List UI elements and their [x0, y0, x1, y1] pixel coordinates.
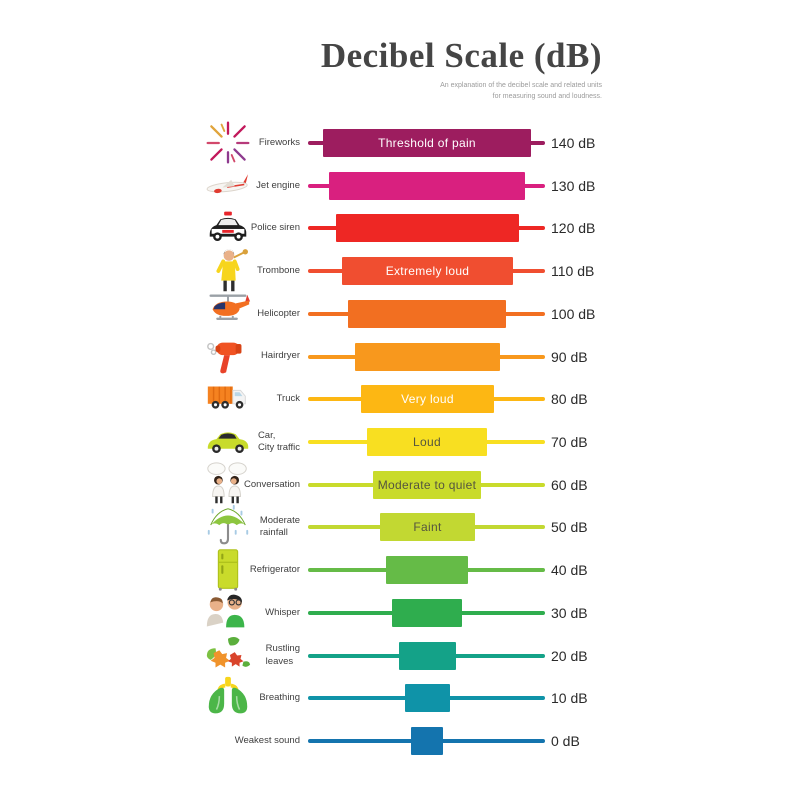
db-bar: Faint — [380, 513, 475, 542]
header: Decibel Scale (dB) An explanation of the… — [321, 36, 602, 103]
db-bar — [355, 342, 500, 371]
db-value: 80 dB — [551, 391, 588, 408]
db-value: 20 dB — [551, 647, 588, 664]
source-label: Whisper — [265, 606, 300, 618]
scale-row-50db: Moderate rainfall Faint 50 dB — [0, 505, 800, 548]
db-bar — [329, 171, 525, 200]
scale-row-90db: Hairdryer 90 dB — [0, 336, 800, 378]
police-car-icon — [200, 207, 256, 249]
loudness-annotation: Loud — [413, 434, 441, 449]
scale-row-30db: Whisper 30 dB — [0, 592, 800, 634]
source-label: Car, City traffic — [257, 429, 300, 453]
db-value: 40 dB — [551, 562, 588, 579]
db-value: 100 dB — [551, 305, 596, 322]
conversation-icon — [200, 462, 256, 506]
scale-row-100db: Helicopter 100 dB — [0, 293, 800, 335]
db-value: 140 dB — [551, 135, 596, 151]
source-label: Rustling leaves — [265, 643, 300, 667]
source-label: Conversation — [244, 478, 300, 490]
source-label: Hairdryer — [260, 350, 300, 362]
source-label: Helicopter — [257, 307, 300, 319]
scale-row-40db: Refrigerator 40 dB — [0, 549, 800, 591]
scale-row-0db: Weakest sound 0 dB — [0, 720, 800, 762]
db-bar — [336, 214, 519, 243]
scale-row-130db: Jet engine 130 dB — [0, 165, 800, 207]
source-label: Refrigerator — [249, 563, 300, 575]
source-label: Fireworks — [258, 136, 300, 148]
subtitle-line-2: for measuring sound and loudness. — [492, 92, 602, 100]
db-value: 70 dB — [551, 433, 588, 450]
subtitle: An explanation of the decibel scale and … — [321, 81, 602, 103]
source-label: Weakest sound — [234, 734, 300, 746]
source-label: Jet engine — [256, 179, 300, 191]
helicopter-icon — [200, 293, 256, 335]
db-bar — [411, 726, 443, 755]
db-value: 50 dB — [551, 519, 588, 536]
db-bar — [348, 299, 506, 328]
db-value: 30 dB — [551, 604, 588, 621]
trombone-player-icon — [200, 249, 256, 292]
db-value: 130 dB — [551, 177, 596, 194]
truck-icon — [200, 378, 256, 420]
scale-row-80db: Truck Very loud 80 dB — [0, 378, 800, 420]
scale-row-60db: Conversation Moderate to quiet 60 dB — [0, 462, 800, 506]
umbrella-rain-icon — [200, 505, 256, 548]
loudness-annotation: Extremely loud — [385, 264, 470, 279]
page-title: Decibel Scale (dB) — [320, 36, 602, 75]
db-bar: Moderate to quiet — [373, 470, 481, 499]
source-label: Breathing — [259, 692, 300, 704]
db-value: 120 dB — [551, 220, 596, 237]
db-value: 110 dB — [551, 263, 595, 280]
db-value: 90 dB — [551, 348, 588, 365]
scale-row-120db: Police siren 120 dB — [0, 207, 800, 249]
scale-row-70db: Car, City traffic Loud 70 dB — [0, 421, 800, 463]
scale-row-20db: Rustling leaves 20 dB — [0, 635, 800, 677]
leaves-icon — [200, 635, 256, 677]
whisper-icon — [200, 592, 256, 634]
db-bar — [386, 556, 468, 585]
loudness-annotation: Moderate to quiet — [377, 477, 477, 492]
db-bar: Loud — [367, 427, 487, 456]
db-value: 0 dB — [551, 732, 580, 749]
car-icon — [200, 421, 256, 463]
hairdryer-icon — [200, 336, 256, 378]
db-bar: Very loud — [361, 385, 494, 414]
loudness-annotation: Faint — [413, 520, 442, 535]
loudness-annotation: Very loud — [401, 392, 454, 407]
db-value: 10 dB — [551, 690, 588, 707]
scale-row-110db: Trombone Extremely loud 110 dB — [0, 249, 800, 292]
db-bar: Extremely loud — [342, 257, 513, 286]
source-label: Police siren — [250, 222, 300, 234]
db-bar: Threshold of pain — [323, 129, 531, 157]
scale-row-10db: Breathing 10 dB — [0, 677, 800, 719]
db-value: 60 dB — [551, 476, 588, 493]
scale-row-140db: Fireworks Threshold of pain 140 dB — [0, 121, 800, 164]
subtitle-line-1: An explanation of the decibel scale and … — [440, 82, 602, 89]
refrigerator-icon — [200, 549, 256, 591]
source-label: Trombone — [257, 264, 300, 276]
jet-engine-icon — [200, 165, 256, 207]
db-bar — [392, 598, 462, 627]
lungs-icon — [200, 677, 256, 719]
db-bar — [405, 684, 450, 713]
db-bar — [399, 641, 456, 670]
fireworks-icon — [200, 121, 256, 164]
source-label: Moderate rainfall — [259, 515, 300, 539]
loudness-annotation: Threshold of pain — [378, 136, 476, 150]
source-label: Truck — [276, 393, 300, 405]
